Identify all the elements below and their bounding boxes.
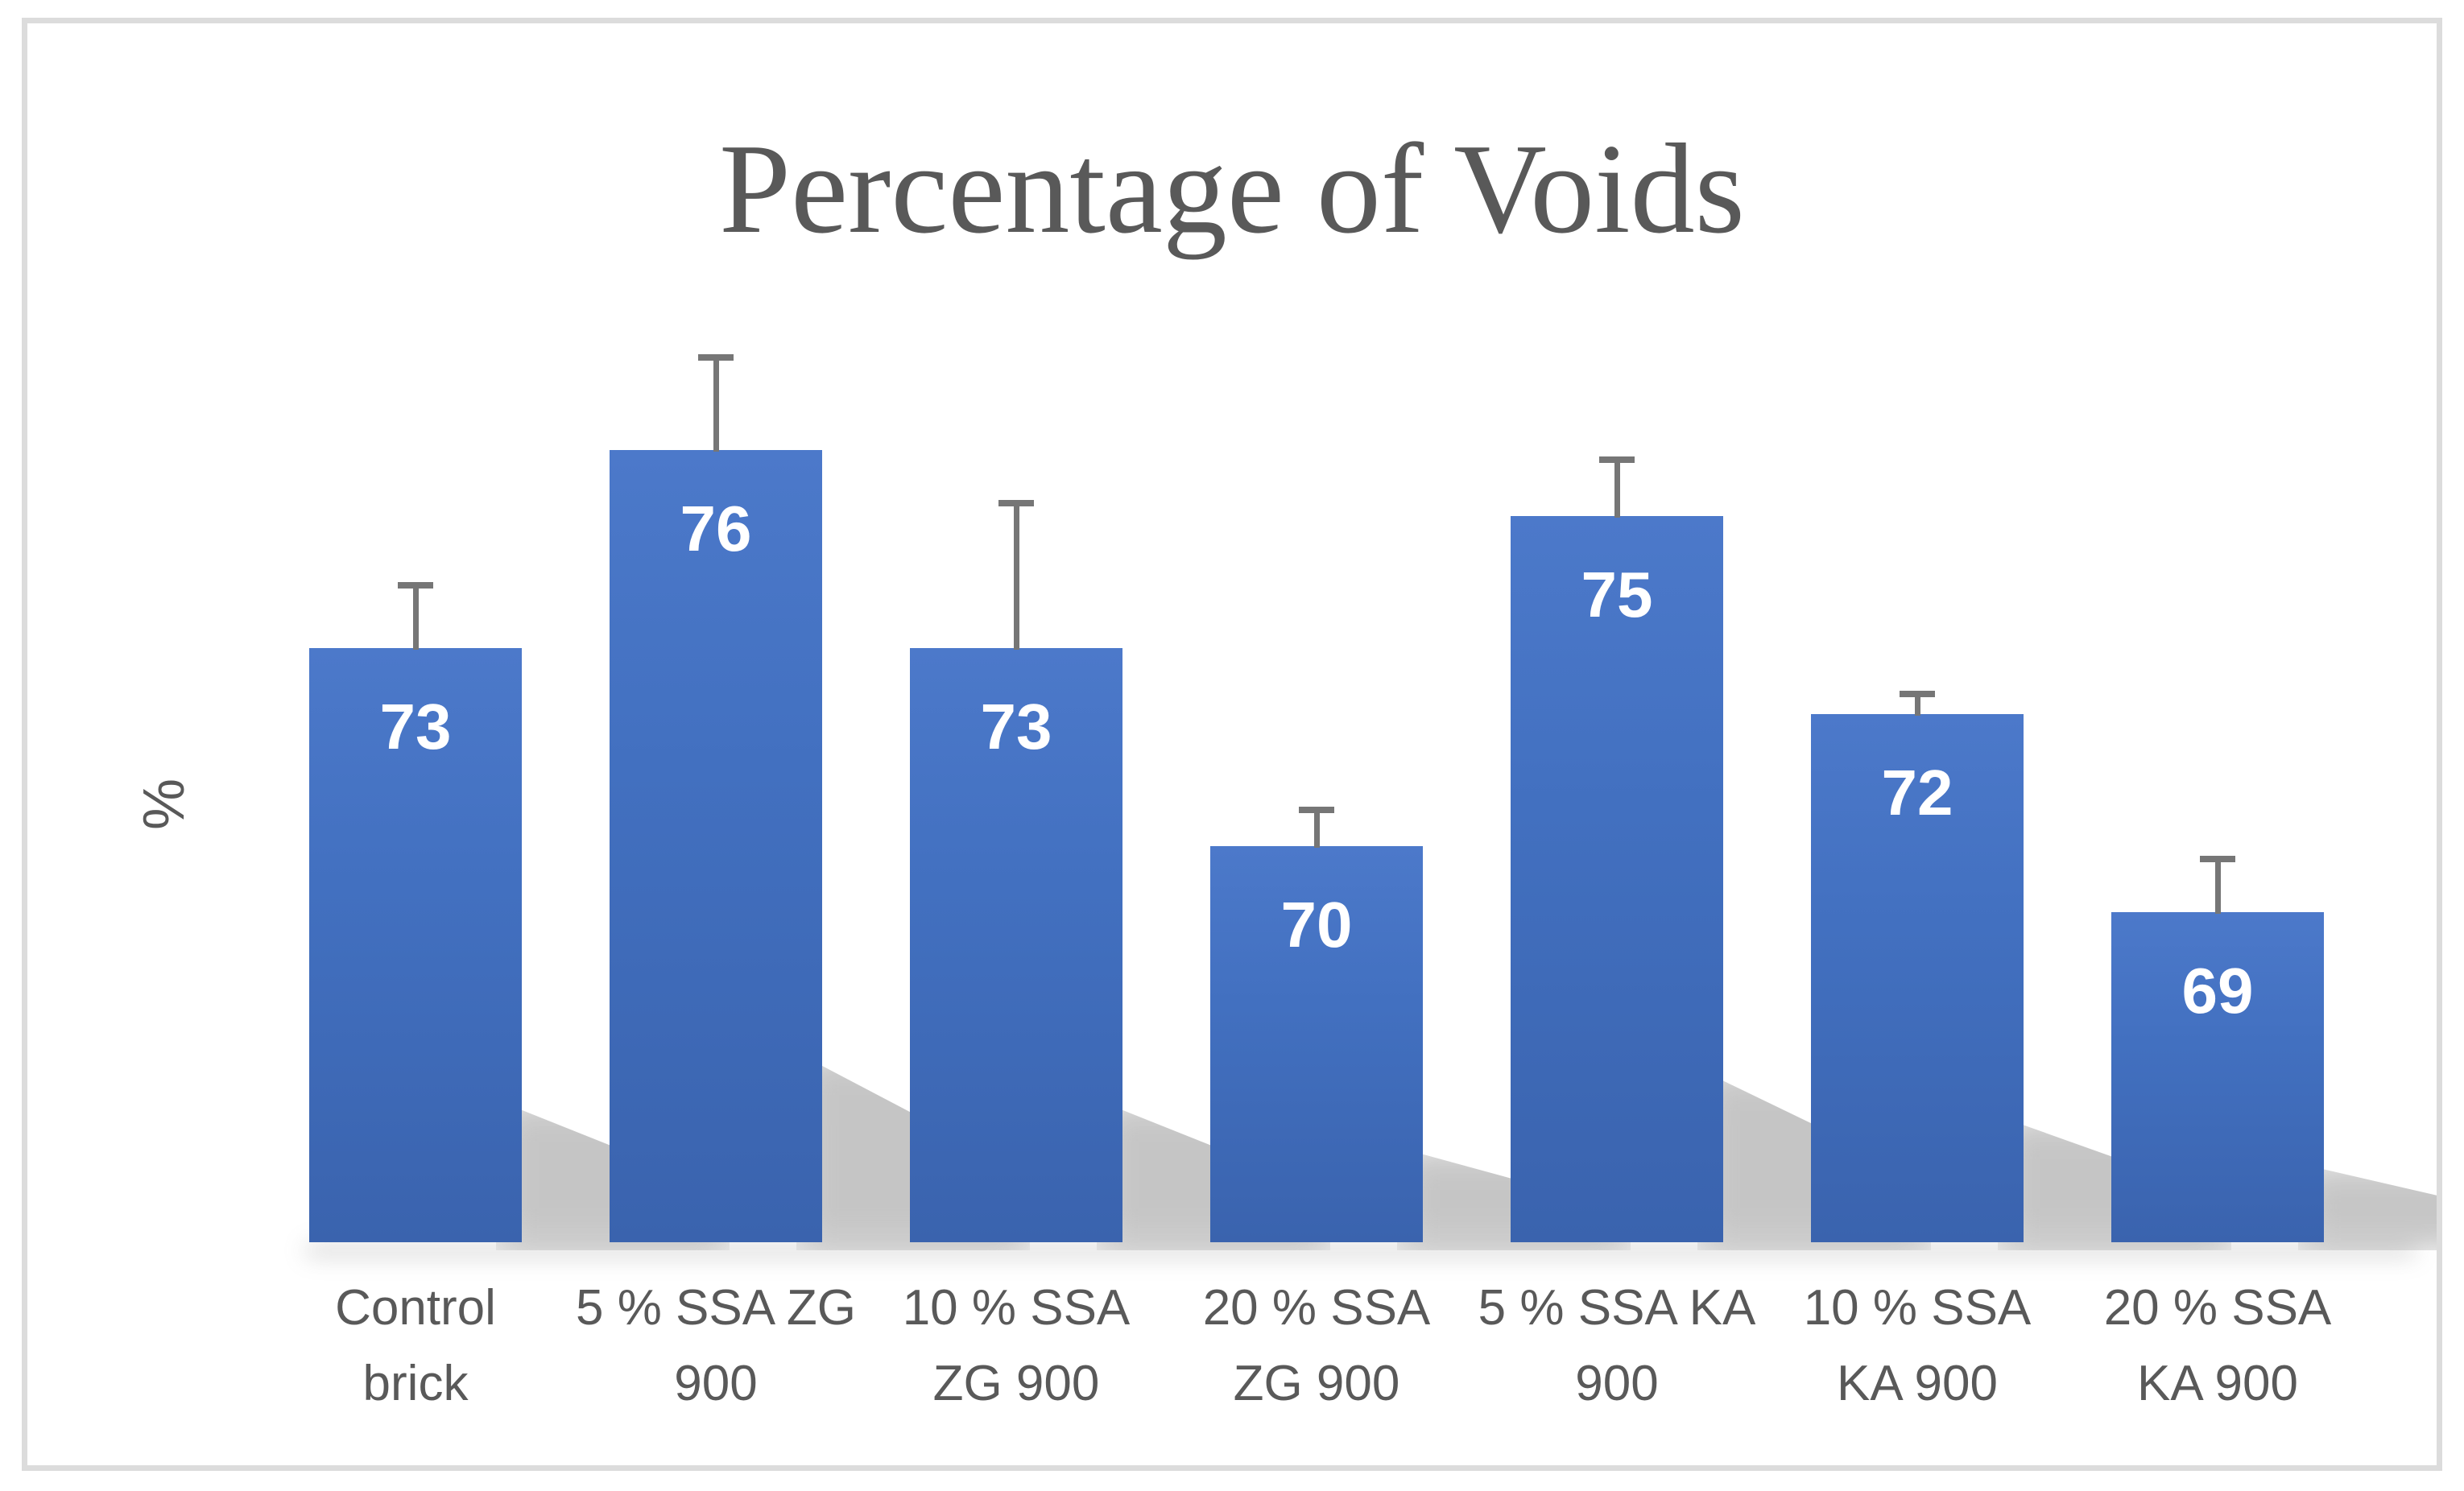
- category-label-line: 10 % SSA: [1803, 1280, 2032, 1336]
- bar-value-label: 73: [379, 691, 452, 762]
- bar-value-label: 72: [1881, 757, 1953, 828]
- chart-frame: Percentage of Voids % 73 Control brick 76 5 …: [22, 18, 2442, 1471]
- category-label: 10 % SSA ZG 900: [866, 1270, 1167, 1422]
- plot-area: 73 Control brick 76 5 % SSA ZG 900 73 10 % SSA Z…: [27, 23, 2437, 1465]
- bar-value-label: 69: [2181, 955, 2254, 1026]
- error-bar-cap: [1599, 456, 1635, 463]
- category-label-line: 10 % SSA: [902, 1280, 1131, 1336]
- category-label-line: ZG 900: [932, 1356, 1100, 1411]
- category-label-line: 5 % SSA ZG: [575, 1280, 857, 1336]
- category-label-line: 5 % SSA KA: [1478, 1280, 1756, 1336]
- bar-value-label: 73: [980, 691, 1052, 762]
- error-bar-cap: [398, 582, 433, 589]
- error-bar-cap: [998, 500, 1034, 506]
- error-bar: [1614, 463, 1620, 518]
- category-label-line: KA 900: [1837, 1356, 1998, 1411]
- error-bar-cap: [698, 354, 734, 361]
- error-bar: [1914, 697, 1920, 716]
- bar: 76: [610, 450, 822, 1242]
- category-label-line: KA 900: [2137, 1356, 2298, 1411]
- category-label-line: 20 % SSA: [2103, 1280, 2332, 1336]
- category-label: 20 % SSA KA 900: [2068, 1270, 2368, 1422]
- bar: 70: [1210, 846, 1423, 1242]
- bar: 69: [2111, 912, 2324, 1242]
- error-bar: [412, 589, 419, 650]
- chart-title: Percentage of Voids: [719, 117, 1745, 260]
- error-bar: [713, 361, 719, 452]
- bar: 72: [1811, 714, 2024, 1242]
- bar-value-label: 70: [1280, 889, 1353, 960]
- category-label-line: Control: [335, 1280, 496, 1336]
- category-label: 20 % SSA ZG 900: [1167, 1270, 1467, 1422]
- error-bar: [2214, 862, 2221, 914]
- error-bar: [1013, 506, 1019, 650]
- bar: 73: [309, 648, 522, 1242]
- category-label-line: 900: [674, 1356, 758, 1411]
- bar: 75: [1511, 516, 1723, 1242]
- category-label-line: brick: [362, 1356, 469, 1411]
- category-label-line: 900: [1575, 1356, 1659, 1411]
- error-bar-cap: [1299, 807, 1334, 813]
- bar: 73: [910, 648, 1122, 1242]
- category-label: 10 % SSA KA 900: [1767, 1270, 2068, 1422]
- error-bar-cap: [1900, 691, 1935, 697]
- category-label-line: ZG 900: [1233, 1356, 1400, 1411]
- bar-value-label: 75: [1581, 559, 1653, 630]
- category-label: Control brick: [266, 1270, 566, 1422]
- category-label: 5 % SSA ZG 900: [566, 1270, 866, 1422]
- error-bar-cap: [2200, 856, 2235, 862]
- bar-value-label: 76: [680, 493, 752, 564]
- category-label: 5 % SSA KA 900: [1467, 1270, 1767, 1422]
- error-bar: [1313, 813, 1320, 848]
- category-label-line: 20 % SSA: [1202, 1280, 1431, 1336]
